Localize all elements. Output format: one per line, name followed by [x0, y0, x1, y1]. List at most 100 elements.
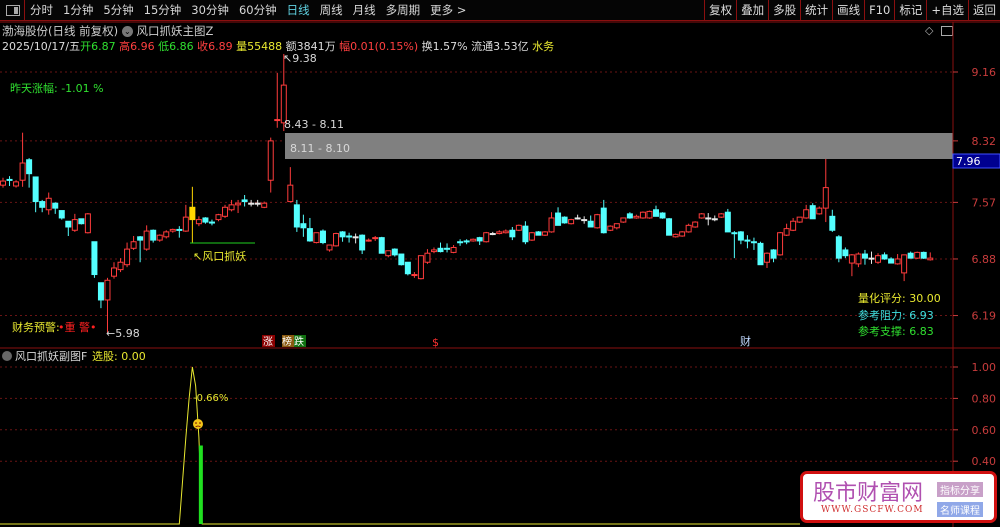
candle — [215, 213, 222, 222]
candle — [888, 257, 895, 264]
tab-monthly[interactable]: 月线 — [352, 3, 376, 17]
multi-stock-button[interactable]: 多股 — [768, 0, 800, 21]
candle — [914, 251, 921, 259]
candle-body — [150, 229, 157, 241]
watermark-tag-share: 指标分享 — [937, 482, 983, 497]
add-watchlist-button[interactable]: +自选 — [926, 0, 968, 21]
candle — [359, 234, 366, 255]
tab-more[interactable]: 更多 > — [430, 3, 467, 17]
y-tick-label: 6.88 — [972, 253, 997, 266]
candle-body — [914, 251, 921, 259]
support-label: 参考支撑: 6.83 — [858, 324, 934, 338]
tab-30min[interactable]: 30分钟 — [191, 3, 229, 17]
candle — [202, 217, 209, 224]
candle — [287, 167, 294, 203]
bang-marker[interactable]: 榜 — [282, 335, 292, 348]
open-value: 6.87 — [91, 40, 116, 53]
candle-body — [385, 250, 392, 257]
change-value: 0.01(0.15%) — [350, 40, 419, 53]
candle-body — [809, 205, 816, 220]
low-label: 低 — [158, 40, 170, 53]
candle — [476, 236, 483, 246]
candle-body — [97, 282, 104, 301]
tab-daily[interactable]: 日线 — [286, 3, 310, 17]
candle — [235, 199, 242, 214]
candle — [803, 204, 810, 219]
tab-1min[interactable]: 1分钟 — [63, 3, 94, 17]
zhang-marker[interactable]: 涨 — [263, 336, 273, 348]
candle — [352, 233, 359, 244]
candle — [176, 226, 183, 238]
range-label-1: 8.43 - 8.11 — [284, 118, 344, 131]
fuquan-button[interactable]: 复权 — [704, 0, 736, 21]
candle-body — [541, 231, 548, 236]
candle-body — [65, 220, 72, 228]
candle — [633, 214, 640, 219]
sub-indicator-name[interactable]: 风口抓妖副图F — [15, 349, 87, 363]
f10-button[interactable]: F10 — [864, 0, 894, 21]
low-value: 6.86 — [169, 40, 194, 53]
candle — [639, 211, 646, 219]
candle-body — [169, 228, 176, 232]
candle — [248, 199, 255, 207]
candle-body — [528, 232, 535, 241]
candle — [920, 251, 927, 259]
zhang-marker-bg — [262, 335, 275, 347]
candle-body — [607, 225, 614, 231]
tab-5min[interactable]: 5分钟 — [103, 3, 134, 17]
chart-header: 渤海股份(日线 前复权) ⌄ 风口抓妖主图Z — [2, 23, 213, 39]
candle-body — [666, 218, 673, 236]
volume-value: 55488 — [247, 40, 283, 53]
stats-button[interactable]: 统计 — [800, 0, 832, 21]
candle — [653, 205, 659, 217]
back-button[interactable]: 返回 — [968, 0, 1000, 21]
candle-body — [444, 247, 451, 250]
mark-button[interactable]: 标记 — [894, 0, 926, 21]
volume-label: 量 — [236, 40, 248, 53]
draw-button[interactable]: 画线 — [832, 0, 864, 21]
yellow-signal-line — [0, 366, 800, 525]
candle — [855, 252, 862, 268]
candle — [489, 231, 496, 236]
tab-60min[interactable]: 60分钟 — [238, 3, 277, 17]
y-tick-label: 9.16 — [972, 66, 997, 79]
overlay-button[interactable]: 叠加 — [736, 0, 768, 21]
watermark-tag-course: 名师课程 — [937, 502, 983, 517]
candle-body — [293, 204, 300, 228]
candle-body — [13, 181, 20, 187]
dollar-marker[interactable]: $ — [432, 336, 439, 349]
candle — [71, 213, 78, 232]
candle-body — [202, 217, 209, 223]
candle-body — [111, 267, 118, 277]
candle-body — [548, 217, 555, 233]
cai-marker[interactable]: 财 — [740, 334, 751, 348]
candle-body — [398, 253, 405, 266]
select-stock-value: 选股: 0.00 — [92, 350, 146, 363]
candle-body — [587, 220, 594, 228]
candle-body — [104, 279, 111, 301]
indicator-name[interactable]: 风口抓妖主图Z — [136, 24, 214, 38]
candle — [515, 224, 522, 232]
candle — [502, 229, 509, 234]
panel-toggle-icon[interactable] — [6, 4, 20, 16]
tab-weekly[interactable]: 周线 — [319, 3, 343, 17]
candle — [698, 213, 705, 219]
candle — [692, 221, 699, 228]
candle-body — [568, 219, 575, 225]
diamond-icon[interactable]: ◇ — [925, 24, 934, 37]
y-tick-label: 0.80 — [972, 392, 997, 405]
chevron-down-icon[interactable]: ⌄ — [121, 26, 133, 37]
tab-15min[interactable]: 15分钟 — [143, 3, 182, 17]
tab-fenshi[interactable]: 分时 — [30, 3, 53, 17]
candle-body — [156, 234, 163, 241]
candle — [208, 219, 215, 226]
tab-multi-period[interactable]: 多周期 — [385, 3, 421, 17]
sector-value: 水务 — [532, 40, 555, 53]
chevron-down-icon[interactable] — [2, 351, 12, 361]
low-price-label: ←5.98 — [106, 327, 140, 340]
current-price: 7.96 — [956, 155, 981, 168]
candle — [822, 158, 829, 223]
candle-body — [39, 201, 46, 208]
die-marker[interactable]: 跌 — [294, 335, 304, 348]
